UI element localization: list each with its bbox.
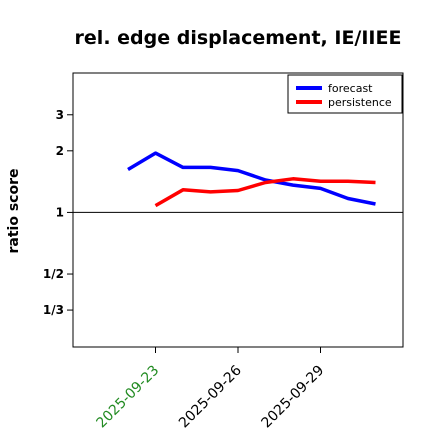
y-axis: 1/3 1/2 1 2 3 [43,108,73,317]
x-tick-label: 2025-09-23 [93,363,162,432]
y-tick-label: 1 [56,205,64,219]
y-tick-label: 1/3 [43,303,64,317]
y-axis-label: ratio score [6,169,22,254]
plot-frame [72,72,404,348]
y-tick-label: 3 [56,108,64,122]
legend-box [287,74,403,114]
y-tick-label: 2 [56,144,64,158]
series-line-forecast [127,151,376,206]
series-layer [127,151,376,208]
legend-label-persistence: persistence [328,96,392,109]
x-axis: 2025-09-23 2025-09-26 2025-09-29 [93,347,327,431]
x-tick-label: 2025-09-29 [258,363,327,432]
legend: forecast persistence [287,74,403,114]
x-tick-label: 2025-09-26 [176,362,245,431]
series-line-persistence [154,177,376,208]
y-tick-label: 1/2 [43,267,64,281]
chart-title: rel. edge displacement, IE/IIEE [75,27,402,49]
legend-label-forecast: forecast [328,82,373,95]
